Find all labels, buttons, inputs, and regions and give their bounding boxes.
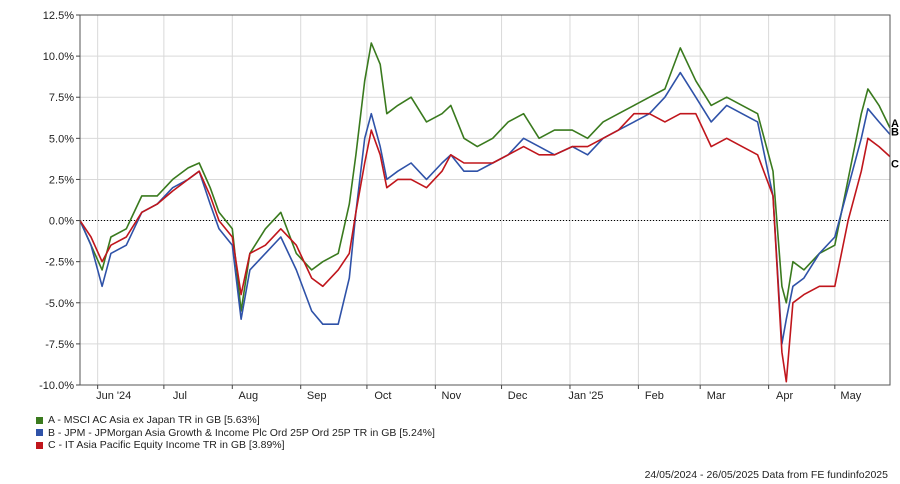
legend-item-a: A - MSCI AC Asia ex Japan TR in GB [5.63… (36, 414, 435, 427)
legend: A - MSCI AC Asia ex Japan TR in GB [5.63… (36, 414, 435, 452)
y-tick-label: -10.0% (39, 380, 74, 392)
footer-source: 24/05/2024 - 26/05/2025 Data from FE fun… (644, 469, 888, 481)
y-tick-label: -2.5% (45, 257, 74, 269)
x-tick-label: Sep (307, 390, 327, 402)
y-tick-label: -7.5% (45, 339, 74, 351)
y-tick-label: 0.0% (49, 216, 74, 228)
x-tick-label: Nov (442, 390, 462, 402)
x-tick-label: Apr (776, 390, 793, 402)
x-tick-label: Mar (707, 390, 726, 402)
series-group (79, 42, 891, 383)
x-tick-label: May (840, 390, 861, 402)
legend-swatch (36, 429, 43, 437)
legend-item-b: B - JPM - JPMorgan Asia Growth & Income … (36, 427, 435, 440)
y-tick-label: -5.0% (45, 298, 74, 310)
series-end-labels: AB C (891, 118, 899, 171)
x-tick-label: Dec (508, 390, 528, 402)
legend-swatch (36, 441, 43, 449)
y-tick-label: 10.0% (43, 51, 74, 63)
x-tick-label: Feb (645, 390, 664, 402)
grid (80, 14, 890, 386)
x-tick-label: Aug (238, 390, 258, 402)
plot-frame (79, 14, 891, 386)
legend-label: A - MSCI AC Asia ex Japan TR in GB [5.63… (48, 414, 260, 426)
legend-label: C - IT Asia Pacific Equity Income TR in … (48, 439, 285, 451)
series-end-label-c: C (891, 159, 899, 171)
x-axis-ticks: Jun '24 Jul Aug Sep Oct Nov Dec Jan '25 Feb Mar Ap… (96, 385, 862, 402)
legend-swatch (36, 416, 43, 424)
legend-item-c: C - IT Asia Pacific Equity Income TR in … (36, 439, 435, 452)
x-tick-label: Jan '25 (568, 390, 603, 402)
x-tick-label: Oct (374, 390, 391, 402)
x-tick-label: Jul (173, 390, 187, 402)
y-tick-label: 12.5% (43, 10, 74, 22)
x-tick-label: Jun '24 (96, 390, 131, 402)
series-end-label-b: B (891, 126, 899, 138)
y-tick-label: 5.0% (49, 133, 74, 145)
legend-label: B - JPM - JPMorgan Asia Growth & Income … (48, 426, 435, 439)
series-line-a (79, 42, 891, 312)
y-tick-label: 7.5% (49, 92, 74, 104)
y-tick-label: 2.5% (49, 174, 74, 186)
y-axis-ticks: 12.5% 10.0% 7.5% 5.0% 2.5% 0.0% -2.5% -5.0% -7.5… (39, 10, 80, 392)
series-end-label-a: A (891, 118, 899, 130)
series-line-c (79, 112, 891, 383)
line-chart: 12.5% 10.0% 7.5% 5.0% 2.5% 0.0% -2.5% -5.0% -7.5… (39, 10, 899, 402)
